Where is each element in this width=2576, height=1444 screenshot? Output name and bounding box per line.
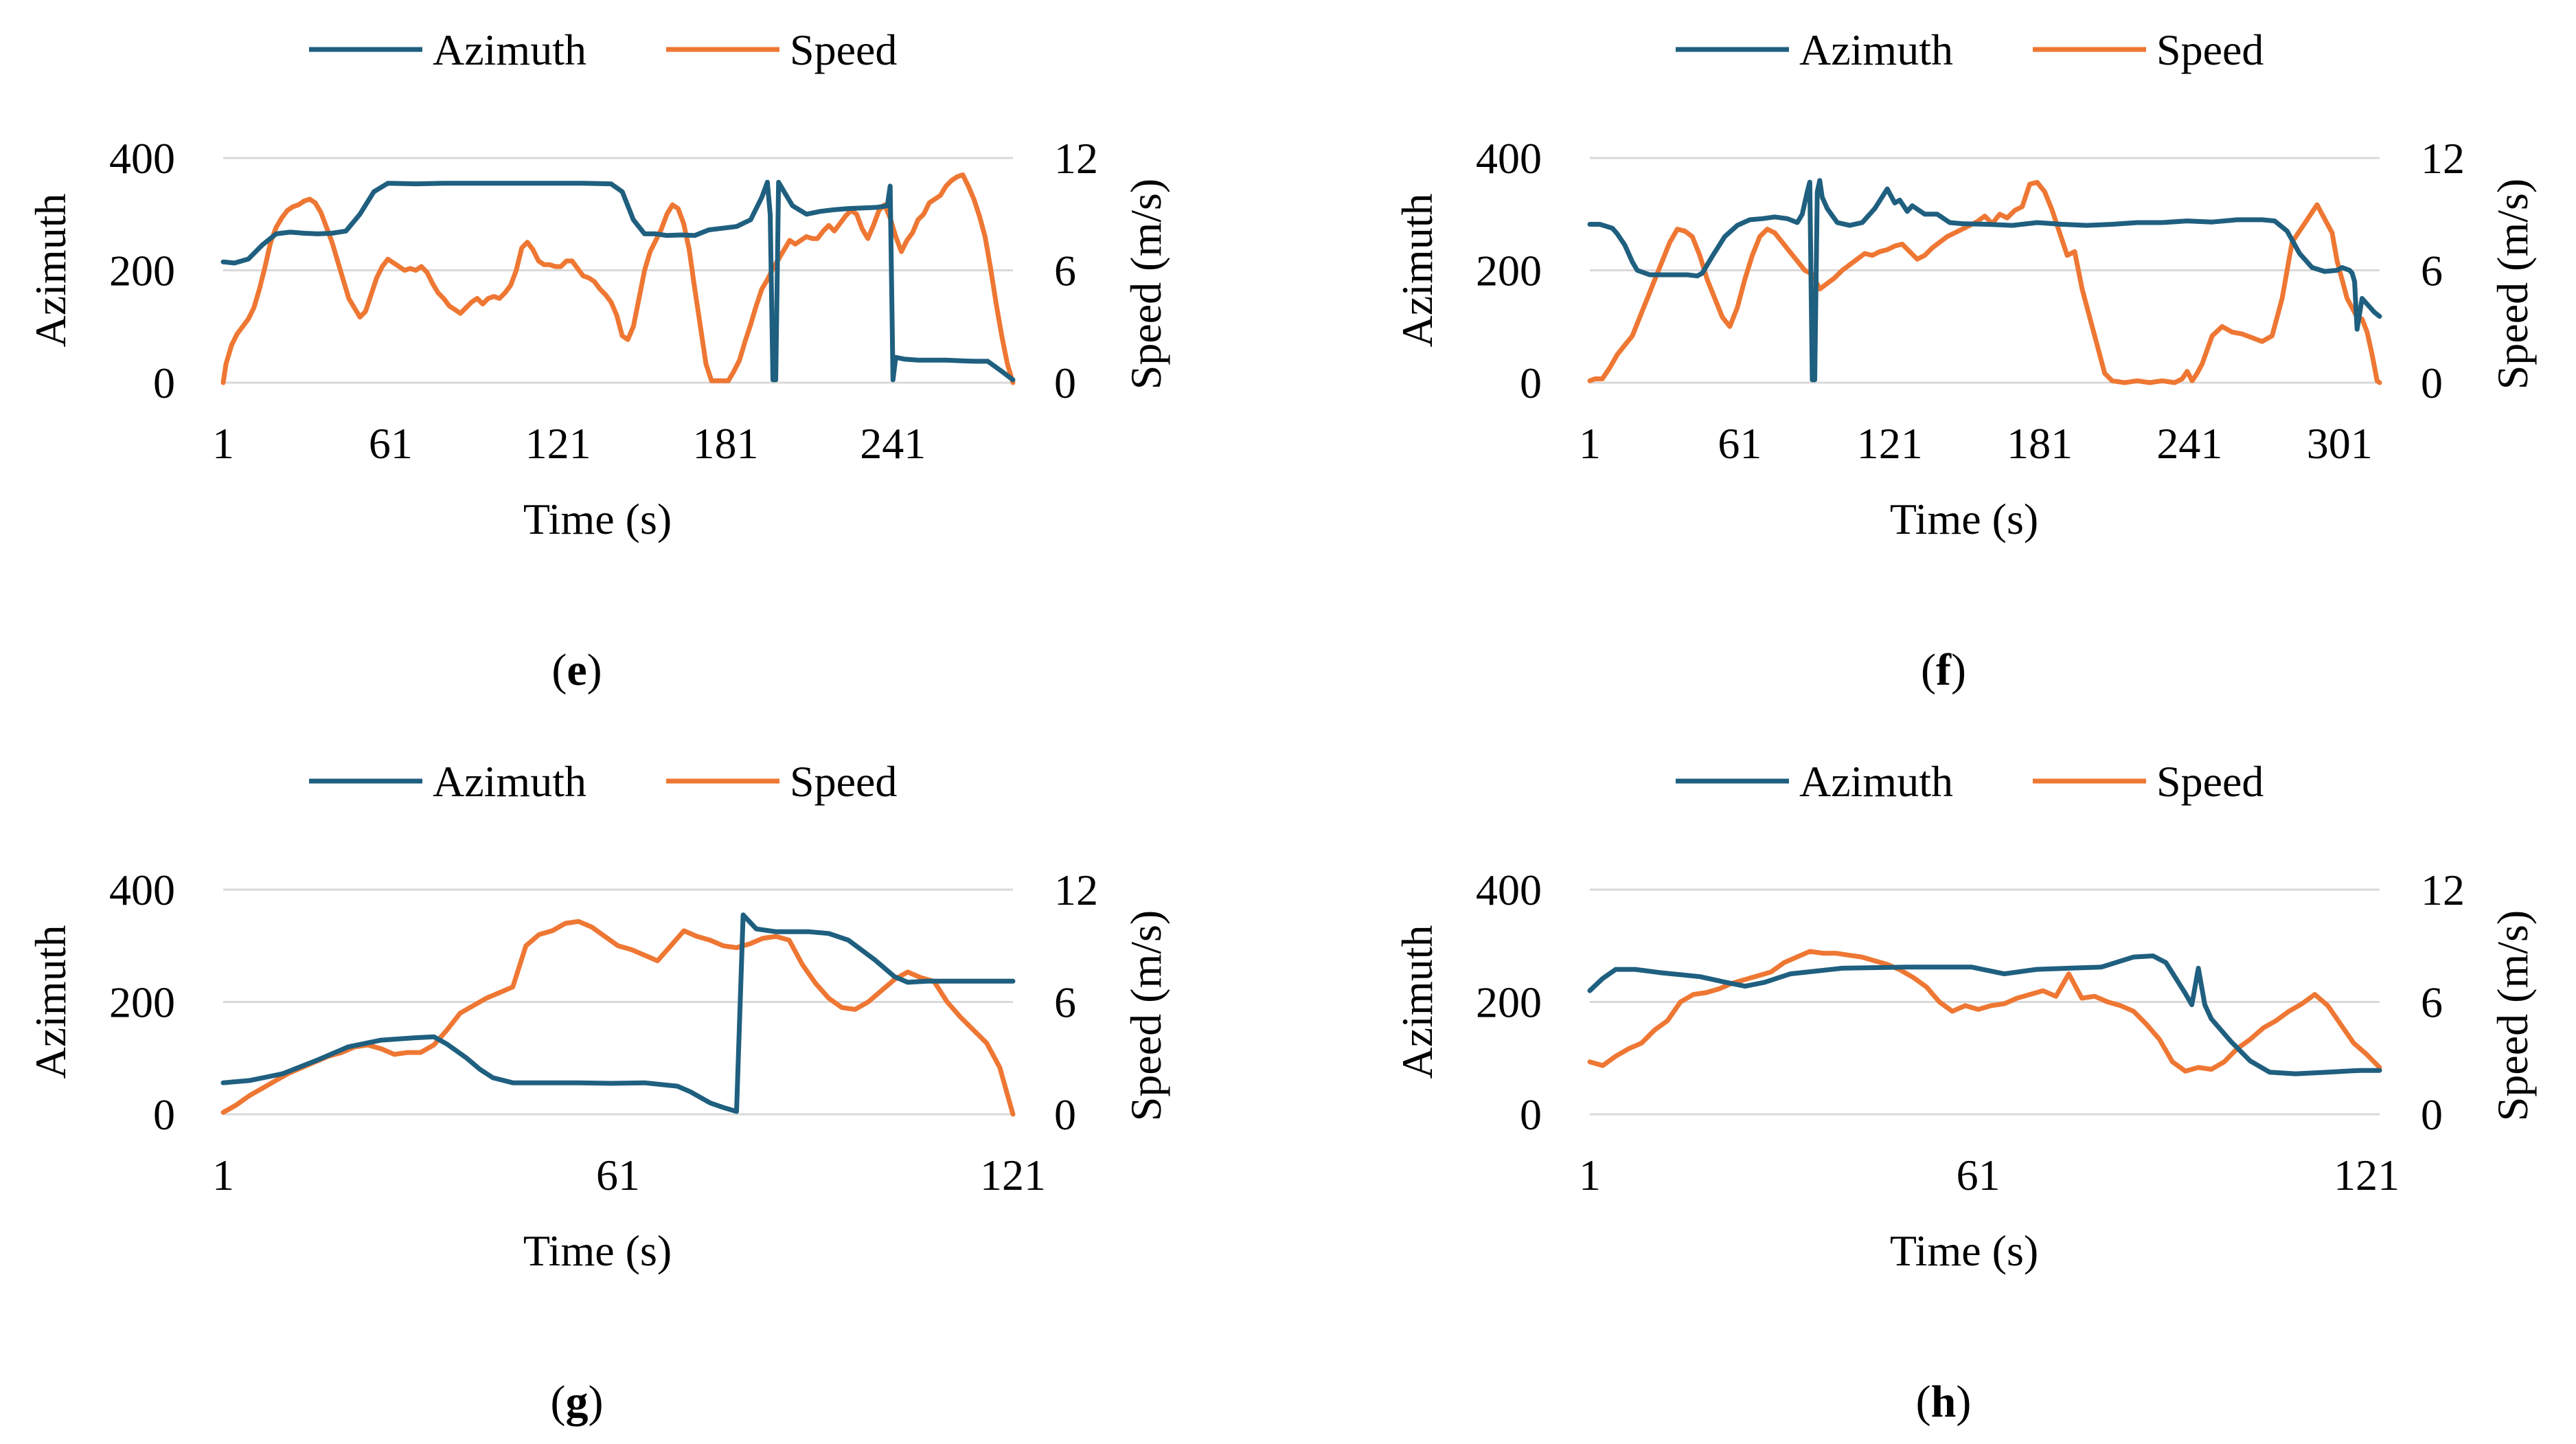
x-tick-label: 61 (1957, 1151, 2001, 1199)
panel-label-part: f (1936, 645, 1952, 695)
x-tick-label: 121 (525, 419, 591, 468)
x-tick-label: 1 (212, 1151, 234, 1199)
y2-axis-title: Speed (m/s) (1121, 179, 1170, 390)
y-axis-title: Azimuth (26, 925, 75, 1079)
x-axis-title: Time (s) (1890, 495, 2038, 543)
y-axis-title: Azimuth (1393, 925, 1441, 1079)
y2-tick-label: 12 (2421, 134, 2465, 183)
x-tick-label: 121 (2334, 1151, 2400, 1199)
panel-label: (h) (1916, 1377, 1972, 1427)
legend-label-speed: Speed (790, 25, 897, 74)
y2-tick-label: 6 (1054, 978, 1076, 1027)
x-tick-label: 1 (212, 419, 234, 468)
y2-tick-label: 0 (1054, 1090, 1076, 1139)
legend-label-speed: Speed (790, 757, 897, 806)
x-axis-title: Time (s) (1890, 1226, 2038, 1275)
y-tick-label: 400 (109, 134, 175, 183)
x-tick-label: 301 (2307, 419, 2373, 468)
y-tick-label: 0 (1520, 359, 1542, 407)
legend-label-azimuth: Azimuth (433, 25, 586, 74)
y2-tick-label: 12 (1054, 134, 1098, 183)
panel-label: (e) (551, 645, 602, 695)
y2-tick-label: 6 (2421, 247, 2443, 295)
panel-label-part: h (1931, 1377, 1957, 1427)
panel-label-part: ) (589, 1377, 604, 1427)
panel-label-part: g (566, 1377, 589, 1427)
x-tick-label: 121 (1857, 419, 1923, 468)
x-axis-title: Time (s) (523, 1226, 672, 1275)
x-axis-title: Time (s) (523, 495, 672, 543)
panel-label-part: e (567, 645, 586, 695)
x-tick-label: 181 (692, 419, 758, 468)
x-tick-label: 61 (369, 419, 413, 468)
panel-label-part: ) (587, 645, 602, 695)
y2-tick-label: 0 (2421, 1090, 2443, 1139)
panel-label: (f) (1921, 645, 1966, 695)
series-line-azimuth (220, 179, 1016, 383)
y2-axis-title: Speed (m/s) (2488, 179, 2537, 390)
y2-tick-label: 6 (2421, 978, 2443, 1027)
panel-label-part: ( (551, 645, 567, 695)
y-tick-label: 400 (1476, 134, 1542, 183)
y-tick-label: 0 (153, 359, 175, 407)
y2-axis-title: Speed (m/s) (1121, 910, 1170, 1122)
x-tick-label: 121 (980, 1151, 1046, 1199)
y-tick-label: 200 (109, 247, 175, 295)
x-tick-label: 241 (2156, 419, 2222, 468)
panel-label-part: ) (1951, 645, 1966, 695)
y-tick-label: 0 (153, 1090, 175, 1139)
y-axis-title: Azimuth (1393, 194, 1441, 348)
legend-label-azimuth: Azimuth (1799, 25, 1953, 74)
panel-label-part: ) (1956, 1377, 1971, 1427)
panel-label-part: ( (1916, 1377, 1931, 1427)
y-tick-label: 200 (109, 978, 175, 1027)
x-tick-label: 241 (860, 419, 926, 468)
x-tick-label: 61 (1718, 419, 1762, 468)
legend-label-azimuth: Azimuth (1799, 757, 1953, 806)
x-tick-label: 1 (1579, 419, 1601, 468)
series-line-azimuth (1587, 954, 2382, 1076)
legend-label-speed: Speed (2156, 25, 2264, 74)
y-tick-label: 200 (1476, 978, 1542, 1027)
legend-label-speed: Speed (2156, 757, 2264, 806)
series-line-azimuth (220, 912, 1016, 1114)
y-tick-label: 200 (1476, 247, 1542, 295)
x-tick-label: 181 (2007, 419, 2073, 468)
panel-label: (g) (551, 1377, 604, 1427)
y2-axis-title: Speed (m/s) (2488, 910, 2537, 1122)
series-line-azimuth (1587, 178, 2382, 383)
y2-tick-label: 0 (1054, 359, 1076, 407)
y2-tick-label: 0 (2421, 359, 2443, 407)
series-line-speed (1587, 949, 2382, 1074)
panel-label-part: ( (551, 1377, 566, 1427)
y-tick-label: 400 (109, 866, 175, 914)
y-tick-label: 400 (1476, 866, 1542, 914)
y2-tick-label: 12 (1054, 866, 1098, 914)
x-tick-label: 1 (1579, 1151, 1601, 1199)
panel-label-part: ( (1921, 645, 1936, 695)
legend-label-azimuth: Azimuth (433, 757, 586, 806)
y2-tick-label: 12 (2421, 866, 2465, 914)
x-tick-label: 61 (596, 1151, 640, 1199)
series-line-speed (1587, 179, 2382, 385)
y-axis-title: Azimuth (26, 194, 75, 348)
y-tick-label: 0 (1520, 1090, 1542, 1139)
y2-tick-label: 6 (1054, 247, 1076, 295)
